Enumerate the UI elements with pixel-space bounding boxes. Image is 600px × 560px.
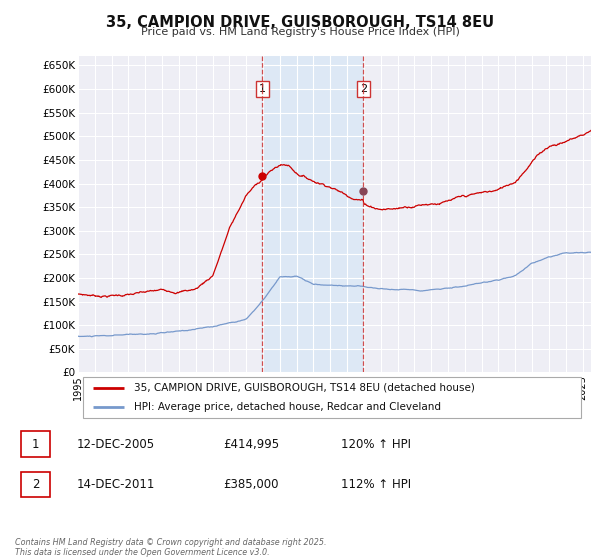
Text: 112% ↑ HPI: 112% ↑ HPI (341, 478, 411, 491)
Text: 35, CAMPION DRIVE, GUISBOROUGH, TS14 8EU (detached house): 35, CAMPION DRIVE, GUISBOROUGH, TS14 8EU… (134, 382, 475, 393)
Text: 2: 2 (32, 478, 39, 491)
Text: 12-DEC-2005: 12-DEC-2005 (77, 437, 155, 451)
Text: Contains HM Land Registry data © Crown copyright and database right 2025.
This d: Contains HM Land Registry data © Crown c… (15, 538, 326, 557)
Text: 14-DEC-2011: 14-DEC-2011 (77, 478, 155, 491)
Text: £385,000: £385,000 (224, 478, 279, 491)
Bar (262, 56, 363, 372)
Text: HPI: Average price, detached house, Redcar and Cleveland: HPI: Average price, detached house, Redc… (134, 403, 442, 413)
Text: 1: 1 (259, 84, 266, 94)
FancyBboxPatch shape (83, 377, 581, 418)
Text: 2: 2 (359, 84, 367, 94)
FancyBboxPatch shape (21, 432, 50, 457)
Text: 1: 1 (32, 437, 39, 451)
Bar (262, 56, 363, 372)
Text: £414,995: £414,995 (224, 437, 280, 451)
Text: Price paid vs. HM Land Registry's House Price Index (HPI): Price paid vs. HM Land Registry's House … (140, 27, 460, 37)
Text: 120% ↑ HPI: 120% ↑ HPI (341, 437, 411, 451)
FancyBboxPatch shape (21, 472, 50, 497)
Text: 35, CAMPION DRIVE, GUISBOROUGH, TS14 8EU: 35, CAMPION DRIVE, GUISBOROUGH, TS14 8EU (106, 15, 494, 30)
